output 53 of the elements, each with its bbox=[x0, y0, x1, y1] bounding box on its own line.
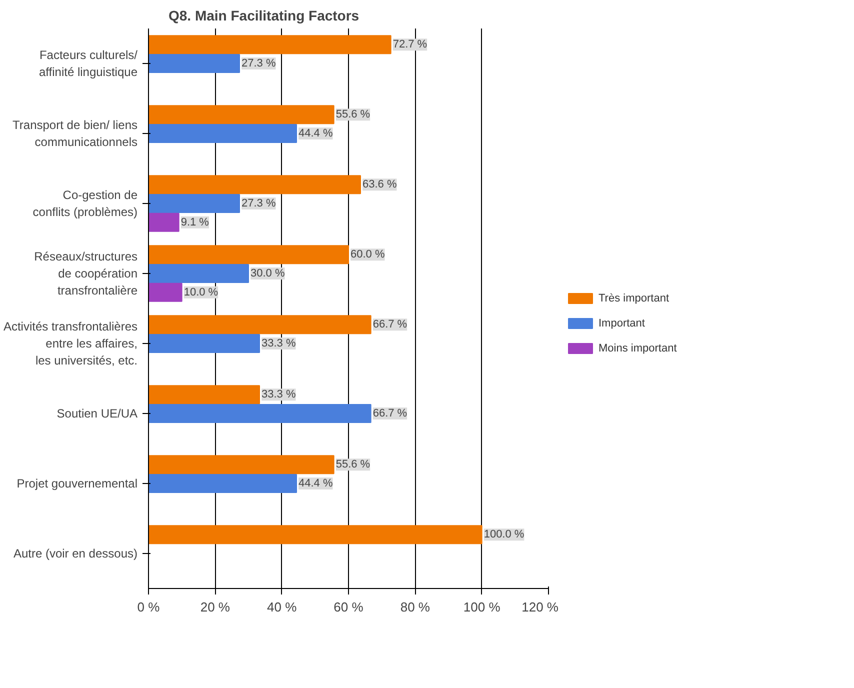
data-label: 44.4 % bbox=[298, 128, 333, 140]
bar bbox=[148, 245, 349, 264]
bar bbox=[148, 35, 392, 54]
x-tick-label: 20 % bbox=[200, 600, 230, 614]
data-label: 10.0 % bbox=[184, 286, 218, 298]
bar bbox=[148, 404, 372, 423]
data-label: 27.3 % bbox=[242, 58, 276, 70]
y-tick-label: Activités transfrontalières entre les affaires, les universités, etc. bbox=[3, 320, 138, 368]
x-tick-label: 80 % bbox=[400, 600, 430, 614]
data-label: 66.7 % bbox=[372, 408, 408, 420]
data-label: 33.3 % bbox=[262, 388, 296, 401]
legend-label: Moins important bbox=[598, 342, 677, 354]
y-tick-label: Autre (voir en dessous) bbox=[13, 546, 138, 560]
legend-label: Important bbox=[598, 318, 645, 330]
bar bbox=[148, 194, 240, 213]
bar bbox=[148, 525, 482, 544]
y-tick-label: Soutien UE/UA bbox=[56, 406, 138, 420]
bar bbox=[148, 105, 334, 124]
bar bbox=[148, 175, 361, 194]
legend-label: Très important bbox=[598, 292, 670, 304]
data-label: 63.6 % bbox=[362, 178, 397, 191]
bar bbox=[148, 124, 297, 143]
bar bbox=[148, 334, 260, 353]
y-tick-label: Co-gestion de conflits (problèmes) bbox=[32, 188, 138, 219]
data-label: 30.0 % bbox=[250, 268, 285, 280]
y-tick-label: Facteurs culturels/ affinité linguistique bbox=[38, 48, 138, 79]
data-label: 72.7 % bbox=[392, 38, 428, 51]
bar bbox=[148, 315, 372, 334]
data-label: 60.0 % bbox=[350, 248, 385, 261]
bar bbox=[148, 264, 249, 283]
data-label: 9.1 % bbox=[180, 216, 210, 228]
x-tick-label: 100 % bbox=[463, 600, 501, 614]
y-tick-label: Réseaux/structures de coopération transfrontalière bbox=[34, 250, 138, 298]
data-label: 55.6 % bbox=[336, 108, 370, 121]
bar bbox=[148, 474, 297, 493]
y-tick-label: Transport de bien/ liens communicationnels bbox=[12, 118, 138, 149]
data-label: 66.7 % bbox=[372, 318, 408, 331]
x-tick-label: 40 % bbox=[267, 600, 298, 614]
bar bbox=[148, 54, 240, 73]
data-label: 44.4 % bbox=[298, 478, 333, 490]
bar bbox=[148, 282, 182, 302]
x-tick-label: 0 % bbox=[137, 600, 160, 614]
data-label: 27.3 % bbox=[242, 198, 276, 210]
chart-title: Q8. Main Facilitating Factors bbox=[168, 8, 360, 24]
y-tick-label: Projet gouvernemental bbox=[16, 476, 138, 490]
data-label: 33.3 % bbox=[262, 338, 296, 350]
bar bbox=[148, 455, 334, 474]
data-label: 100.0 % bbox=[484, 528, 524, 541]
x-tick-label: 120 % bbox=[522, 600, 559, 614]
data-label: 55.6 % bbox=[336, 458, 370, 471]
bar bbox=[148, 212, 180, 232]
bar bbox=[148, 385, 260, 404]
x-tick-label: 60 % bbox=[334, 600, 364, 614]
